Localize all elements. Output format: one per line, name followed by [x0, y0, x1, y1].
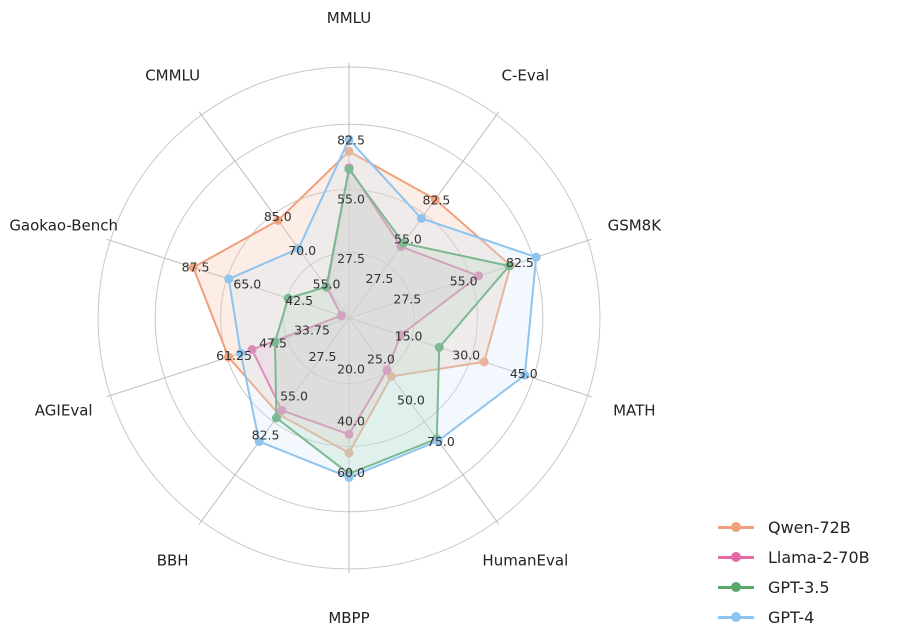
data-point: [504, 261, 514, 271]
legend-item: Llama-2-70B: [718, 542, 870, 572]
tick-label: 87.5: [182, 259, 210, 274]
series-area: [228, 139, 537, 478]
tick-label: 27.5: [337, 251, 365, 266]
data-point: [344, 164, 354, 174]
axis-label: Gaokao-Bench: [9, 216, 118, 234]
tick-label: 15.0: [395, 329, 423, 344]
tick-label: 60.0: [337, 465, 365, 480]
tick-label: 42.5: [285, 293, 313, 308]
legend-item: GPT-4: [718, 602, 870, 632]
tick-label: 55.0: [450, 273, 478, 288]
spoke-line: [348, 317, 592, 398]
data-point: [479, 357, 489, 367]
tick-label: 25.0: [367, 351, 395, 366]
tick-label: 70.0: [288, 243, 316, 258]
axis-label: BBH: [157, 552, 189, 570]
data-point: [294, 244, 304, 254]
legend-swatch: [718, 579, 754, 595]
legend-label: GPT-3.5: [768, 577, 830, 597]
series-area: [193, 151, 511, 453]
tick-label: 30.0: [452, 347, 480, 362]
tick-label: 82.5: [506, 255, 534, 270]
data-point: [270, 337, 280, 347]
tick-label: 65.0: [233, 276, 261, 291]
tick-label: 85.0: [264, 209, 292, 224]
tick-label: 61.25: [216, 348, 252, 363]
tick-label: 55.0: [337, 192, 365, 207]
axis-label: CMMLU: [145, 66, 200, 84]
tick-label: 27.5: [309, 349, 337, 364]
data-point: [396, 330, 406, 340]
series-area: [252, 167, 479, 435]
data-point: [247, 345, 257, 355]
data-point: [344, 146, 354, 156]
axis-label: MMLU: [327, 9, 371, 27]
data-point: [416, 213, 426, 223]
data-point: [236, 348, 246, 358]
tick-label: 27.5: [393, 292, 421, 307]
legend-label: Llama-2-70B: [768, 547, 870, 567]
data-point: [520, 370, 530, 380]
tick-label: 55.0: [313, 276, 341, 291]
data-point: [277, 406, 287, 416]
tick-label: 27.5: [366, 271, 394, 286]
tick-label: 47.5: [259, 335, 287, 350]
legend-item: GPT-3.5: [718, 572, 870, 602]
tick-label: 55.0: [280, 388, 308, 403]
data-point: [321, 282, 331, 292]
tick-label: 82.5: [252, 428, 280, 443]
tick-label: 20.0: [337, 362, 365, 377]
spoke-line: [348, 238, 592, 319]
tick-label: 33.75: [294, 323, 330, 338]
data-point: [344, 134, 354, 144]
data-point: [188, 262, 198, 272]
data-point: [531, 252, 541, 262]
tick-label: 55.0: [394, 232, 422, 247]
data-point: [398, 238, 408, 248]
legend-item: Qwen-72B: [718, 512, 870, 542]
data-point: [474, 271, 484, 281]
data-point: [382, 365, 392, 375]
data-point: [430, 194, 440, 204]
legend: Qwen-72B Llama-2-70B GPT-3.5 GPT-4: [718, 512, 870, 632]
legend-label: GPT-4: [768, 607, 815, 627]
data-point: [434, 342, 444, 352]
axis-label: HumanEval: [482, 552, 568, 570]
legend-swatch: [718, 549, 754, 565]
data-point: [433, 436, 443, 446]
tick-label: 50.0: [397, 393, 425, 408]
tick-label: 40.0: [337, 413, 365, 428]
axis-label: AGIEval: [35, 402, 93, 420]
spoke-line: [348, 317, 500, 525]
tick-label: 75.0: [427, 434, 455, 449]
axis-label: GSM8K: [608, 216, 663, 234]
tick-label: 82.5: [337, 132, 365, 147]
axis-label: MATH: [613, 402, 655, 420]
data-point: [344, 472, 354, 482]
data-point: [283, 293, 293, 303]
tick-label: 82.5: [423, 192, 451, 207]
legend-swatch: [718, 609, 754, 625]
legend-label: Qwen-72B: [768, 517, 851, 537]
legend-swatch: [718, 519, 754, 535]
axis-label: MBPP: [328, 609, 369, 627]
data-point: [271, 413, 281, 423]
data-point: [344, 448, 354, 458]
series-area: [274, 169, 510, 474]
data-point: [344, 429, 354, 439]
data-point: [336, 311, 346, 321]
data-point: [254, 437, 264, 447]
data-point: [223, 352, 233, 362]
tick-label: 45.0: [510, 366, 538, 381]
data-point: [224, 274, 234, 284]
data-point: [273, 215, 283, 225]
axis-label: C-Eval: [502, 66, 550, 84]
